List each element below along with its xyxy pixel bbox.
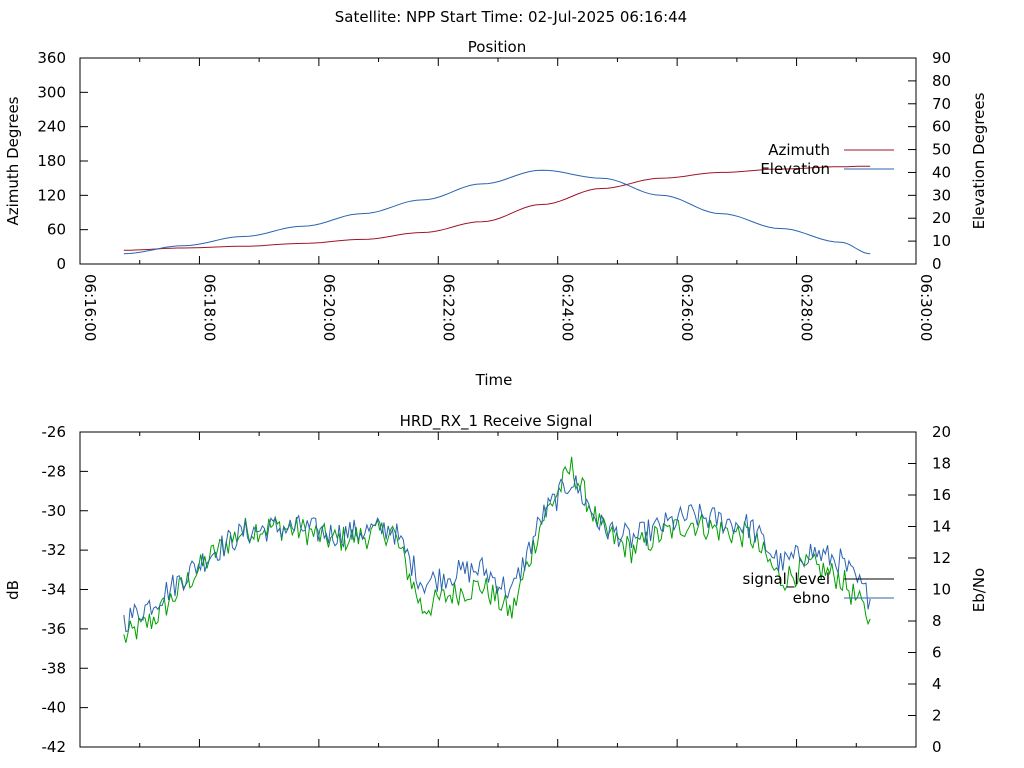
y2-tick-label: 12 (932, 549, 951, 567)
y2-tick-label: 16 (932, 486, 951, 504)
y2-tick-label: 2 (932, 707, 942, 725)
series-line-Azimuth (123, 165, 871, 251)
x-tick-label: 06:30:00 (917, 274, 935, 341)
y2-tick-label: 4 (932, 675, 942, 693)
y-tick-label: 300 (37, 83, 66, 101)
chart-header-title: Satellite: NPP Start Time: 02-Jul-2025 0… (335, 8, 687, 26)
series-line-ebno (123, 475, 871, 633)
signal-chart-title: HRD_RX_1 Receive Signal (400, 412, 593, 431)
y-tick-label: -42 (42, 738, 67, 756)
y2-tick-label: 6 (932, 644, 942, 662)
y2-tick-label: 0 (932, 738, 942, 756)
signal-x-ticks (79, 432, 917, 747)
position-chart-title: Position (468, 38, 526, 56)
series-line-signal_level (123, 456, 871, 643)
y2-tick-label: 18 (932, 455, 951, 473)
y2-tick-label: 40 (932, 163, 951, 181)
y2-tick-label: 20 (932, 423, 951, 441)
y2-tick-label: 10 (932, 232, 951, 250)
signal-y-ticks: -26 -28 -30 -32 -34 -36 -38 -40 -42 (42, 423, 88, 756)
y2-tick-label: 10 (932, 581, 951, 599)
x-tick-label: 06:22:00 (439, 274, 457, 341)
x-tick-label: 06:26:00 (678, 274, 696, 341)
y-tick-label: 240 (37, 118, 66, 136)
y-tick-label: -28 (42, 462, 67, 480)
y2-tick-label: 90 (932, 49, 951, 67)
x-tick-label: 06:16:00 (81, 274, 99, 341)
y2-tick-label: 70 (932, 95, 951, 113)
y-tick-label: -26 (42, 423, 67, 441)
legend-label: ebno (793, 589, 830, 607)
position-y-ticks: 0 60 120 180 240 300 360 (37, 49, 88, 273)
legend-label: Elevation (760, 160, 830, 178)
y-tick-label: -32 (42, 541, 67, 559)
y2-tick-label: 0 (932, 255, 942, 273)
legend-label: signal_level (742, 570, 830, 589)
y-tick-label: -36 (42, 620, 67, 638)
position-chart: Position 06:16:00 06:18:00 06:20:00 06:22:0… (4, 38, 988, 389)
y-tick-label: -40 (42, 699, 67, 717)
position-x-ticks: 06:16:00 06:18:00 06:20:00 06:22:00 06:24:00… (79, 58, 935, 341)
position-y2-ticks: 0 10 20 30 40 50 60 70 80 90 (908, 49, 951, 273)
y2-tick-label: 80 (932, 72, 951, 90)
y-tick-label: 180 (37, 152, 66, 170)
y-tick-label: -38 (42, 659, 67, 677)
position-y2-axis-label: Elevation Degrees (970, 92, 988, 229)
y2-tick-label: 60 (932, 118, 951, 136)
x-tick-label: 06:18:00 (200, 274, 218, 341)
position-series (123, 165, 871, 255)
x-tick-label: 06:24:00 (559, 274, 577, 341)
y-tick-label: 0 (56, 255, 66, 273)
y-tick-label: 360 (37, 49, 66, 67)
y-tick-label: -34 (42, 581, 67, 599)
series-line-Elevation (123, 169, 871, 255)
signal-chart: HRD_RX_1 Receive Signal -26-28-30-32-34-… (4, 412, 988, 756)
x-tick-label: 06:28:00 (798, 274, 816, 341)
signal-y2-axis-label: Eb/No (970, 568, 988, 612)
y2-tick-label: 50 (932, 141, 951, 159)
y2-tick-label: 8 (932, 612, 942, 630)
position-y-axis-label: Azimuth Degrees (4, 96, 22, 225)
position-x-axis-label: Time (475, 371, 513, 389)
y-tick-label: 120 (37, 186, 66, 204)
y2-tick-label: 14 (932, 518, 951, 536)
signal-series (123, 456, 871, 643)
y2-tick-label: 20 (932, 209, 951, 227)
y-tick-label: -30 (42, 502, 67, 520)
legend-label: Azimuth (768, 141, 830, 159)
x-tick-label: 06:20:00 (320, 274, 338, 341)
signal-y-axis-label: dB (4, 580, 22, 600)
y-tick-label: 60 (47, 221, 66, 239)
y2-tick-label: 30 (932, 186, 951, 204)
